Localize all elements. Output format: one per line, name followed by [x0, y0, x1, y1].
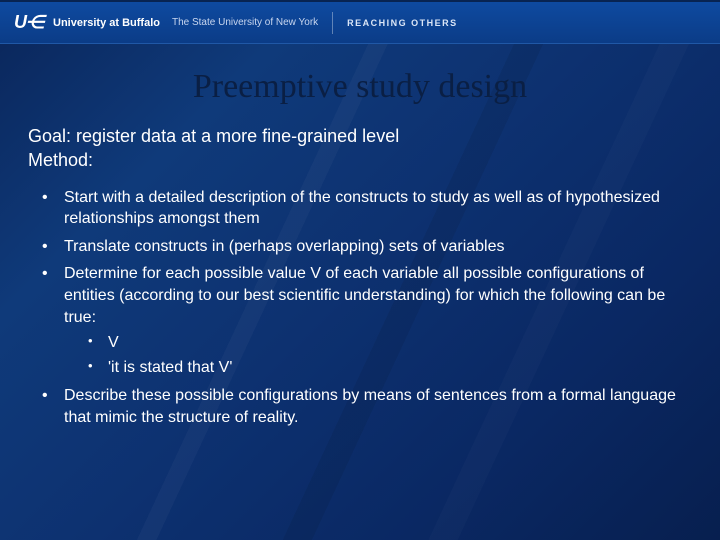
suny-label: The State University of New York	[172, 17, 318, 28]
main-bullet-list: Start with a detailed description of the…	[28, 187, 692, 429]
slide-content: Preemptive study design Goal: register d…	[0, 44, 720, 428]
university-logo: U⋲ University at Buffalo The State Unive…	[14, 12, 318, 33]
bullet-item: Start with a detailed description of the…	[42, 187, 692, 230]
logo-mark: U⋲	[14, 12, 43, 33]
university-name: University at Buffalo	[53, 17, 160, 29]
intro-block: Goal: register data at a more fine-grain…	[28, 124, 692, 173]
method-line: Method:	[28, 148, 692, 172]
bullet-item: Translate constructs in (perhaps overlap…	[42, 236, 692, 258]
slide-title: Preemptive study design	[28, 68, 692, 106]
sub-bullet-item: 'it is stated that V'	[88, 357, 692, 379]
tagline: REACHING OTHERS	[347, 18, 458, 28]
sub-bullet-list: V 'it is stated that V'	[64, 332, 692, 379]
sub-bullet-item: V	[88, 332, 692, 354]
bullet-item: Describe these possible configurations b…	[42, 385, 692, 428]
header-bar: U⋲ University at Buffalo The State Unive…	[0, 0, 720, 44]
bullet-text: Determine for each possible value V of e…	[64, 265, 665, 325]
bullet-item: Determine for each possible value V of e…	[42, 263, 692, 379]
header-divider	[332, 12, 333, 34]
goal-line: Goal: register data at a more fine-grain…	[28, 124, 692, 148]
